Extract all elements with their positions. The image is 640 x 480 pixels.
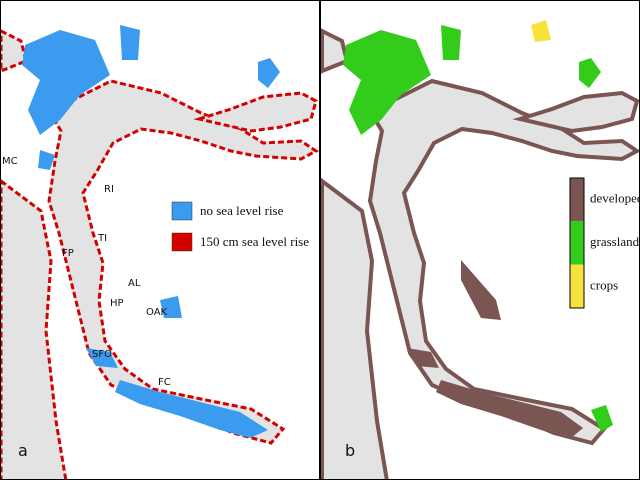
colorbar-segment — [570, 221, 584, 265]
crop-patch — [531, 20, 551, 42]
colorbar-frame — [569, 177, 585, 309]
grassland-patches — [343, 25, 613, 432]
legend-label: no sea level rise — [200, 203, 284, 218]
place-label: OAK — [146, 307, 168, 318]
panel-a — [0, 25, 318, 480]
place-label: FP — [62, 248, 74, 259]
legend-label: 150 cm sea level rise — [200, 234, 309, 249]
legend-swatch — [171, 201, 193, 221]
colorbar-segment — [570, 264, 584, 308]
place-label: TI — [97, 233, 107, 244]
place-label: AL — [128, 278, 141, 289]
colorbar-segment — [570, 178, 584, 222]
legend-swatch — [171, 232, 193, 252]
legend-label: crops — [590, 277, 618, 292]
legend-label: grassland — [590, 234, 640, 249]
place-label: HP — [110, 298, 124, 309]
place-label: RI — [104, 184, 114, 195]
panel-label: b — [345, 441, 355, 460]
wetland-patches — [22, 25, 280, 438]
panel-label: a — [18, 441, 28, 460]
place-label: SFO — [92, 349, 112, 360]
place-label: MC — [2, 156, 18, 167]
developed-patches — [407, 260, 583, 438]
place-label: FC — [158, 377, 171, 388]
panel-b — [320, 20, 639, 480]
legend-label: developed — [590, 191, 640, 206]
